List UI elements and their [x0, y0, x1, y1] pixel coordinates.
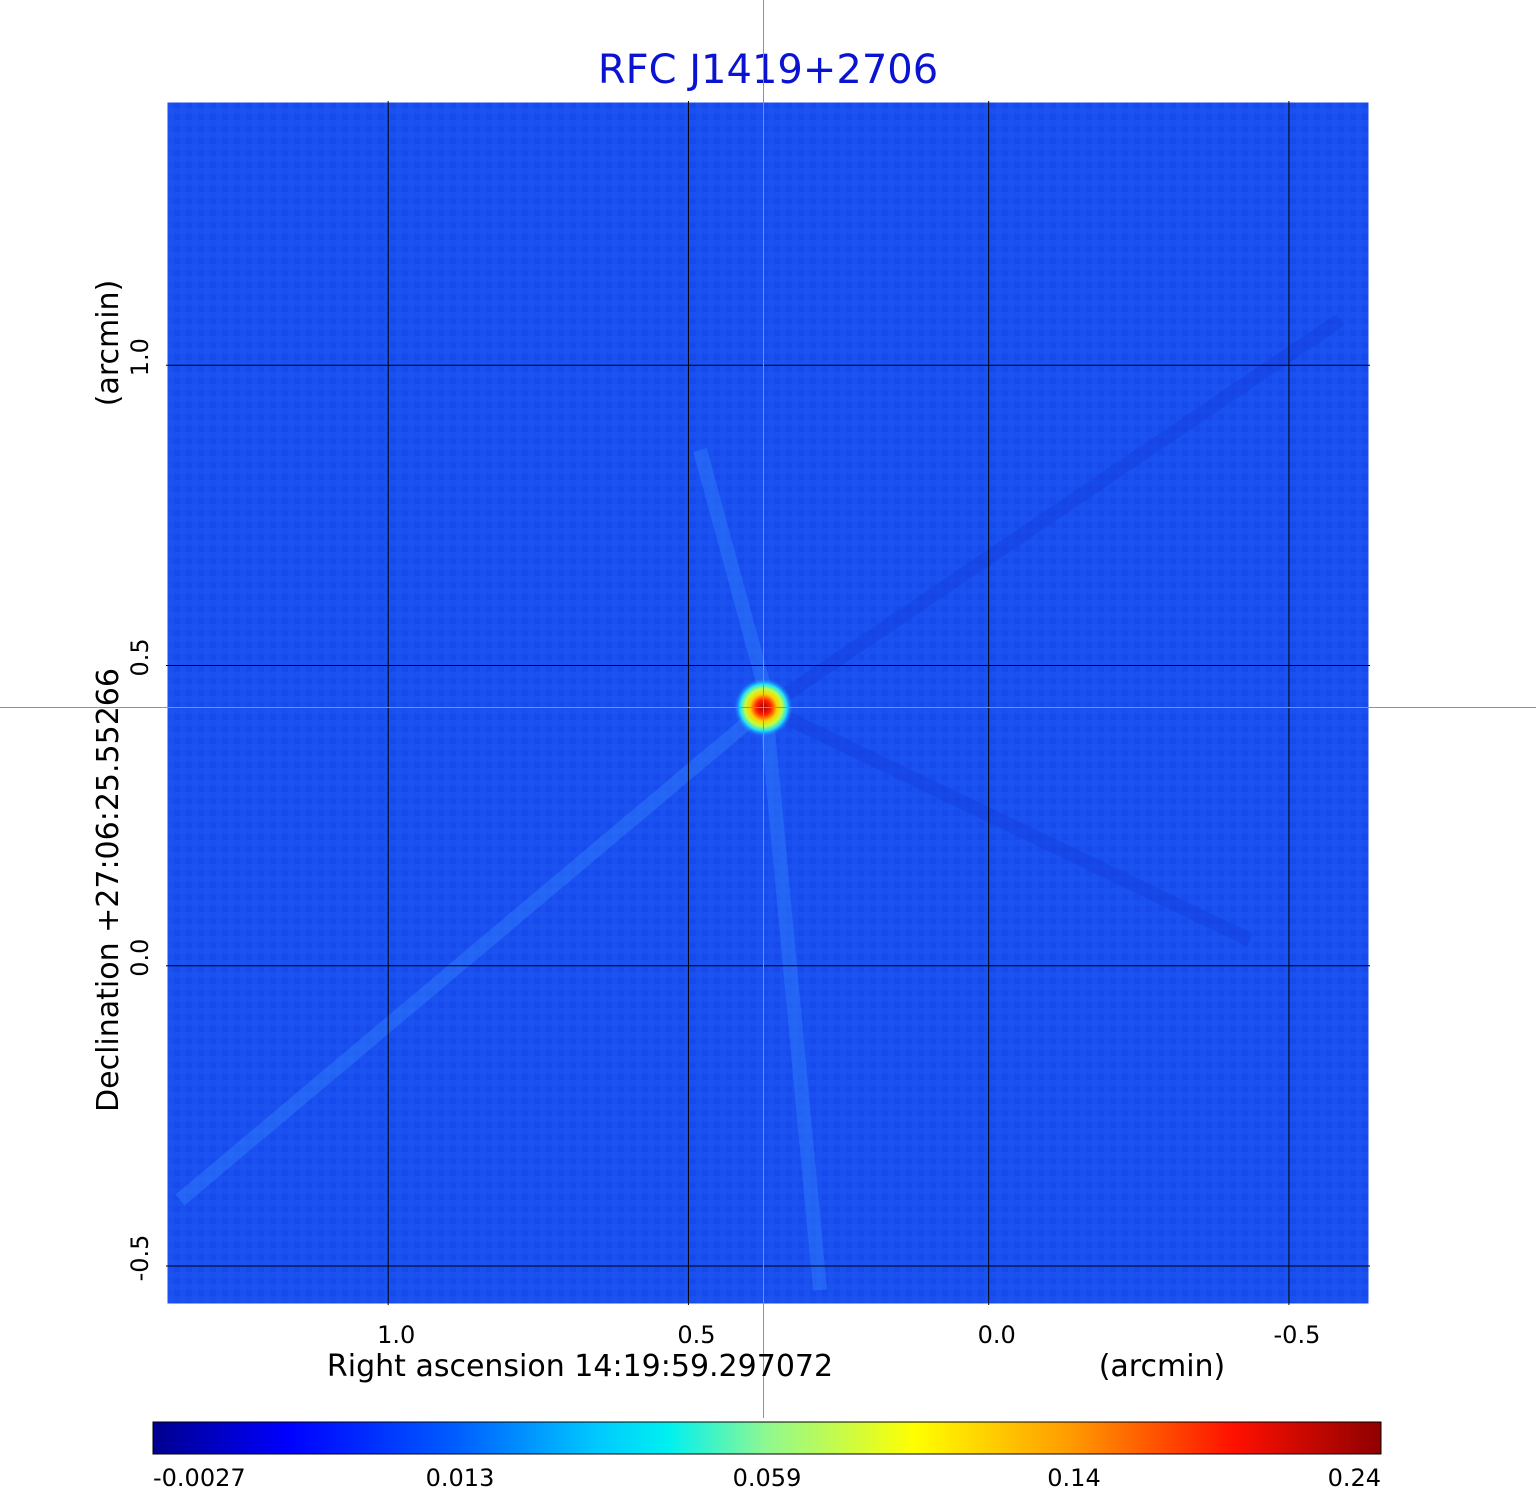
colorbar-tick-label: -0.0027 [153, 1464, 246, 1492]
x-tick-labels: 1.0 0.5 0.0 -0.5 [377, 1321, 1320, 1349]
y-tick-label: 0.0 [126, 939, 154, 977]
sidelobe-streaks [175, 314, 1344, 1291]
colorbar-tick-label: 0.059 [733, 1464, 802, 1492]
x-tick-label: 0.5 [677, 1321, 715, 1349]
colorbar-tick-labels: -0.0027 0.013 0.059 0.14 0.24 [153, 1464, 1381, 1492]
image-panel [164, 99, 1372, 1307]
y-axis-label: Declination +27:06:25.55266 [91, 668, 126, 1112]
crosshair[interactable] [0, 0, 1536, 1418]
y-tick-label: 1.0 [126, 338, 154, 376]
colorbar: -0.0027 0.013 0.059 0.14 0.24 [152, 1421, 1382, 1492]
y-axis-unit: (arcmin) [91, 280, 126, 407]
image-frame [164, 99, 1372, 1307]
x-tick-label: -0.5 [1274, 1321, 1321, 1349]
plot-title: RFC J1419+2706 [598, 47, 938, 93]
y-tick-label: -0.5 [126, 1235, 154, 1282]
coordinate-grid [166, 101, 1370, 1305]
y-tick-labels: 1.0 0.5 0.0 -0.5 [126, 338, 154, 1281]
x-axis-label: Right ascension 14:19:59.297072 [327, 1349, 833, 1384]
colorbar-tick-label: 0.24 [1328, 1464, 1381, 1492]
colorbar-tick-label: 0.013 [426, 1464, 495, 1492]
x-axis-unit: (arcmin) [1099, 1349, 1226, 1384]
x-tick-label: 1.0 [377, 1321, 415, 1349]
colorbar-tick-label: 0.14 [1047, 1464, 1100, 1492]
x-tick-label: 0.0 [978, 1321, 1016, 1349]
y-tick-label: 0.5 [126, 638, 154, 676]
colorbar-scale [152, 1421, 1382, 1455]
